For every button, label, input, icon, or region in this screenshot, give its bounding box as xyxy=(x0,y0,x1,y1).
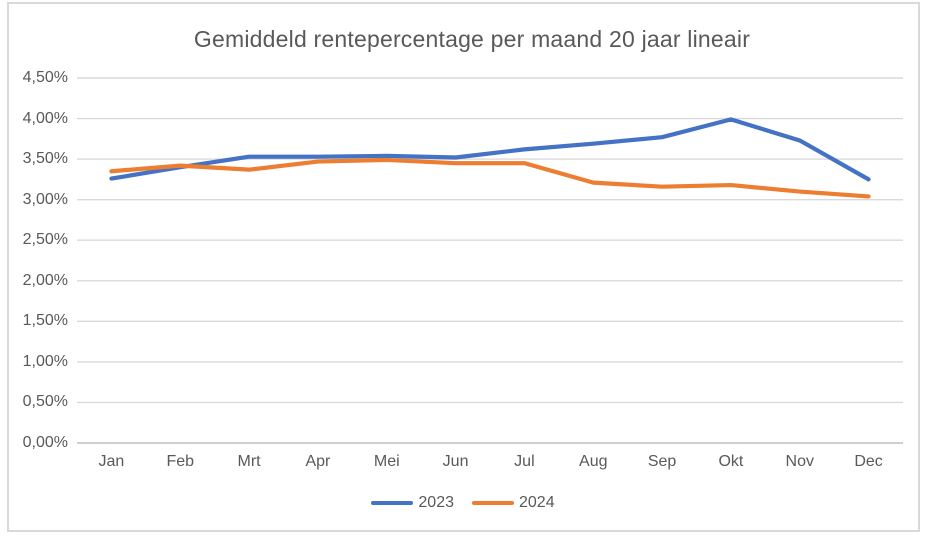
y-tick-label: 1,50% xyxy=(22,312,68,330)
y-tick-label: 4,50% xyxy=(22,69,68,86)
legend-item-2024[interactable]: 2024 xyxy=(472,494,555,512)
x-tick-label-Sep: Sep xyxy=(647,453,677,470)
x-tick-label-Jun: Jun xyxy=(442,453,469,470)
x-tick-label-Aug: Aug xyxy=(579,453,608,470)
x-tick-label-Jul: Jul xyxy=(514,453,535,470)
y-tick-label: 3,00% xyxy=(22,190,68,208)
series-line-2024[interactable] xyxy=(109,157,871,199)
legend-label: 2023 xyxy=(418,494,454,511)
legend: 2023 2024 xyxy=(0,494,926,512)
legend-swatch-icon xyxy=(472,501,514,505)
x-tick-label-Feb: Feb xyxy=(166,453,195,470)
y-tick-label: 2,00% xyxy=(22,271,68,289)
x-tick-label-Nov: Nov xyxy=(785,453,814,470)
y-tick-label: 0,00% xyxy=(22,434,68,451)
chart-title: Gemiddeld rentepercentage per maand 20 j… xyxy=(193,26,751,52)
legend-swatch-icon xyxy=(371,501,414,505)
y-tick-label: 1,00% xyxy=(22,352,68,370)
y-tick-label: 0,50% xyxy=(22,393,68,411)
x-tick-label-Mrt: Mrt xyxy=(237,453,261,470)
x-tick-label-Mei: Mei xyxy=(373,453,400,470)
y-tick-label: 3,50% xyxy=(22,150,68,168)
y-tick-label: 4,00% xyxy=(22,109,68,127)
y-tick-label: 2,50% xyxy=(22,231,68,249)
x-tick-label-Dec: Dec xyxy=(854,453,883,470)
x-tick-label-Jan: Jan xyxy=(98,453,125,470)
x-tick-label-Apr: Apr xyxy=(305,453,331,470)
series-line-2023[interactable] xyxy=(109,117,871,182)
legend-label: 2024 xyxy=(519,494,555,511)
x-tick-label-Okt: Okt xyxy=(718,453,744,470)
legend-item-2023[interactable]: 2023 xyxy=(371,494,454,512)
